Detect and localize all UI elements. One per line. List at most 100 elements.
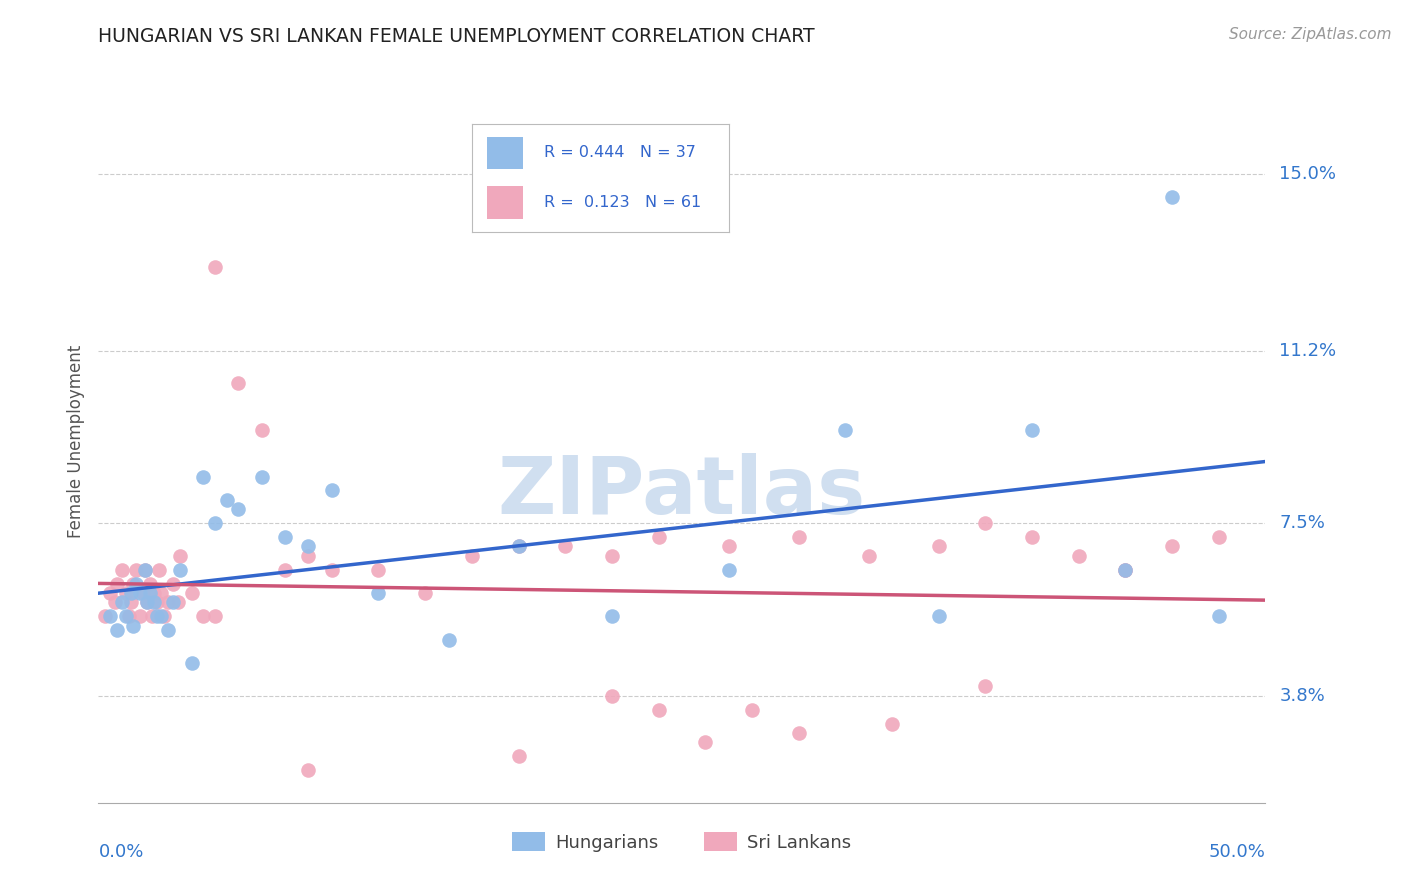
Point	[111, 595, 134, 609]
Point	[169, 563, 191, 577]
Point	[134, 563, 156, 577]
Text: 11.2%: 11.2%	[1279, 342, 1337, 359]
Text: HUNGARIAN VS SRI LANKAN FEMALE UNEMPLOYMENT CORRELATION CHART: HUNGARIAN VS SRI LANKAN FEMALE UNEMPLOYM…	[98, 27, 815, 45]
Point	[98, 609, 121, 624]
Point	[321, 563, 343, 577]
Point	[169, 549, 191, 563]
Point	[1161, 190, 1184, 204]
Text: 3.8%: 3.8%	[1279, 687, 1324, 705]
Text: 50.0%: 50.0%	[1209, 843, 1265, 861]
Point	[228, 502, 250, 516]
Point	[162, 576, 184, 591]
Text: 15.0%: 15.0%	[1279, 164, 1336, 183]
Point	[928, 540, 950, 554]
Point	[274, 530, 297, 544]
Point	[297, 549, 319, 563]
Point	[136, 595, 159, 609]
Point	[146, 595, 169, 609]
Point	[554, 540, 576, 554]
Point	[146, 609, 169, 624]
Text: 0.0%: 0.0%	[98, 843, 143, 861]
Point	[1161, 540, 1184, 554]
Point	[600, 609, 623, 624]
Y-axis label: Female Unemployment: Female Unemployment	[67, 345, 86, 538]
Point	[129, 609, 152, 624]
Point	[125, 563, 148, 577]
Point	[150, 586, 173, 600]
Point	[166, 595, 188, 609]
Point	[461, 549, 484, 563]
Point	[321, 483, 343, 498]
Point	[148, 563, 170, 577]
Point	[437, 632, 460, 647]
Point	[122, 618, 145, 632]
Point	[717, 563, 740, 577]
Point	[115, 586, 138, 600]
Point	[115, 609, 138, 624]
Point	[1021, 423, 1043, 437]
Point	[508, 540, 530, 554]
Point	[250, 423, 273, 437]
Point	[974, 679, 997, 693]
Text: ZIPatlas: ZIPatlas	[498, 453, 866, 531]
Point	[250, 469, 273, 483]
Text: 7.5%: 7.5%	[1279, 514, 1326, 533]
Point	[787, 530, 810, 544]
Point	[413, 586, 436, 600]
Point	[508, 749, 530, 764]
Point	[136, 595, 159, 609]
Point	[118, 609, 141, 624]
Point	[129, 586, 152, 600]
Point	[162, 595, 184, 609]
Point	[111, 563, 134, 577]
Point	[180, 586, 202, 600]
Point	[1208, 530, 1230, 544]
Point	[152, 609, 174, 624]
Point	[928, 609, 950, 624]
Legend: Hungarians, Sri Lankans: Hungarians, Sri Lankans	[505, 825, 859, 859]
Point	[274, 563, 297, 577]
Point	[1114, 563, 1136, 577]
Point	[134, 563, 156, 577]
Point	[695, 735, 717, 749]
Point	[215, 492, 238, 507]
Point	[1114, 563, 1136, 577]
Point	[367, 586, 389, 600]
Point	[880, 716, 903, 731]
Point	[600, 549, 623, 563]
Point	[180, 656, 202, 670]
Point	[98, 586, 121, 600]
Point	[367, 563, 389, 577]
Point	[1208, 609, 1230, 624]
Point	[204, 260, 226, 274]
Point	[141, 609, 163, 624]
Point	[834, 423, 856, 437]
Point	[143, 586, 166, 600]
Point	[974, 516, 997, 530]
Point	[139, 586, 162, 600]
Point	[204, 609, 226, 624]
Point	[647, 702, 669, 716]
Point	[157, 595, 180, 609]
Point	[297, 540, 319, 554]
Point	[297, 763, 319, 777]
Point	[94, 609, 117, 624]
Point	[193, 609, 215, 624]
Point	[787, 726, 810, 740]
Point	[104, 595, 127, 609]
Point	[1021, 530, 1043, 544]
Point	[1067, 549, 1090, 563]
Point	[228, 376, 250, 391]
Point	[105, 576, 128, 591]
Point	[105, 624, 128, 638]
Point	[132, 586, 155, 600]
Point	[647, 530, 669, 544]
Point	[120, 595, 142, 609]
Point	[508, 540, 530, 554]
Point	[120, 586, 142, 600]
Point	[122, 576, 145, 591]
Point	[157, 624, 180, 638]
Point	[858, 549, 880, 563]
Point	[139, 576, 162, 591]
Point	[600, 689, 623, 703]
